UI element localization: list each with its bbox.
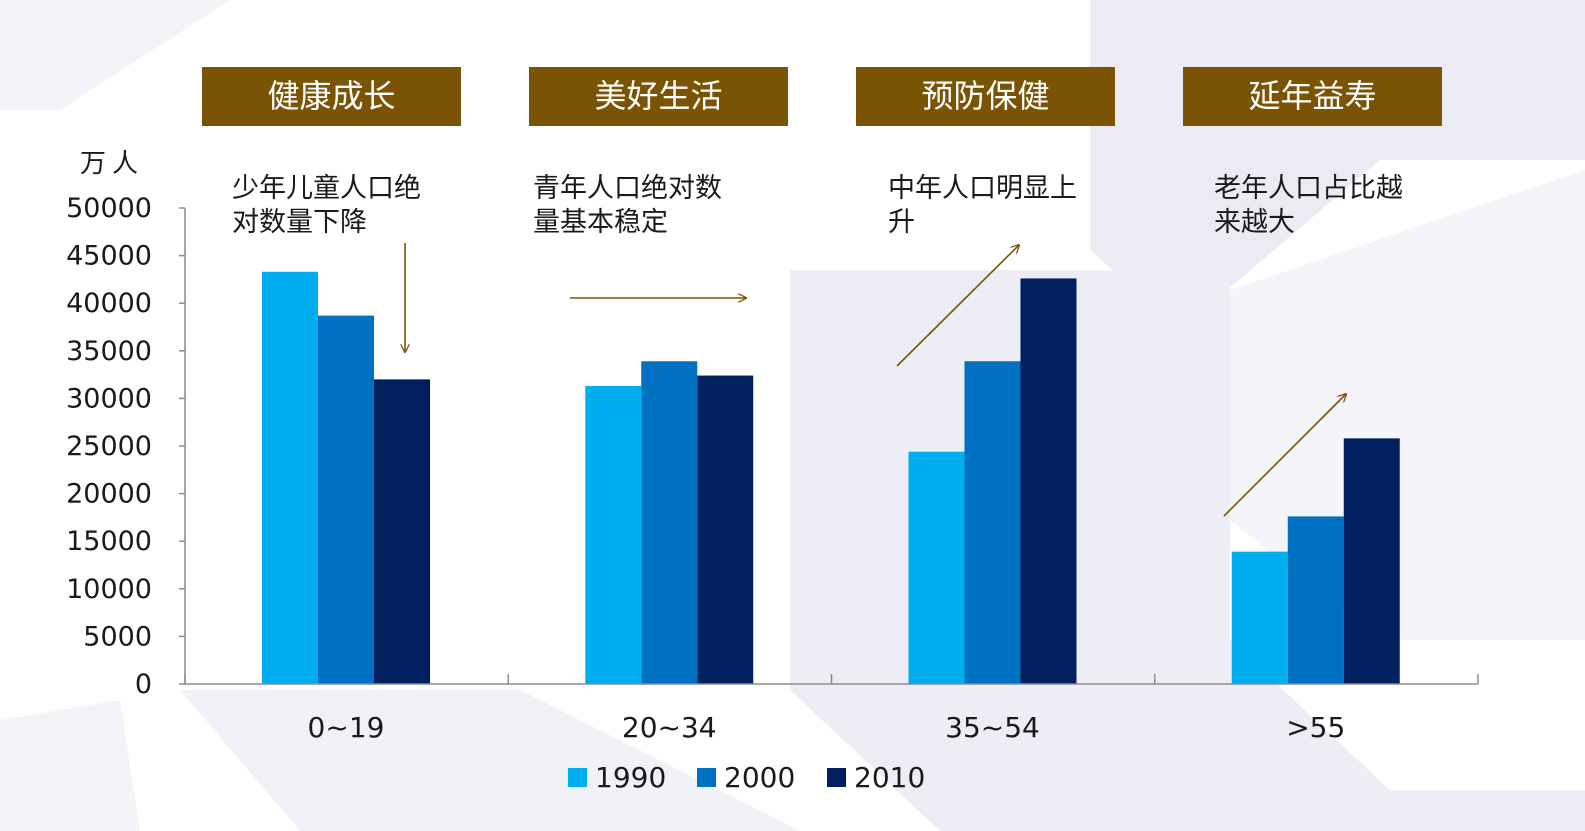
- y-tick-label: 30000: [66, 383, 152, 414]
- bar-1990-4: [1231, 551, 1288, 684]
- annotation-middle-age-line-1: 中年人口明显上: [888, 173, 1077, 204]
- bar-2000-4: [1287, 516, 1344, 684]
- annotation-young-adult-line-1: 青年人口绝对数: [533, 173, 722, 204]
- annotation-middle-age-line-2: 升: [888, 207, 915, 238]
- y-axis-ticks: 0 5000 10000 15000 20000 25000 30000 35000 40000…: [66, 193, 152, 700]
- legend-label-1990: 1990: [595, 761, 666, 794]
- bar-1990-3: [908, 451, 965, 684]
- annotation-youth-line-2: 对数量下降: [232, 207, 367, 238]
- bar-2010-1: [374, 379, 430, 684]
- annotation-middle-age: 中年人口明显上 升: [888, 172, 1077, 240]
- banner-healthy-growth: 健康成长: [202, 67, 461, 126]
- y-tick-label: 35000: [66, 336, 152, 367]
- y-tick-label: 0: [135, 669, 152, 700]
- bars: [262, 271, 1400, 684]
- legend-swatch-2000: [697, 768, 716, 787]
- y-tick-label: 5000: [83, 621, 152, 652]
- bar-2010-3: [1020, 278, 1077, 684]
- annotation-youth: 少年儿童人口绝 对数量下降: [232, 172, 421, 240]
- x-category-label: 0~19: [308, 711, 385, 744]
- bar-2000-3: [964, 361, 1021, 684]
- bar-2010-4: [1343, 438, 1400, 684]
- annotation-young-adult-line-2: 量基本稳定: [533, 207, 668, 238]
- trend-arrows: [405, 243, 1346, 517]
- y-axis-unit-label: 万人: [80, 149, 145, 179]
- x-category-label: >55: [1286, 711, 1345, 744]
- y-tick-label: 10000: [66, 574, 152, 605]
- annotation-elderly: 老年人口占比越 来越大: [1214, 172, 1403, 240]
- y-tick-label: 50000: [66, 193, 152, 224]
- bar-2000-1: [318, 315, 374, 684]
- arrow-up-middle-age: [896, 245, 1019, 367]
- annotation-youth-line-1: 少年儿童人口绝: [232, 173, 421, 204]
- banner-longevity: 延年益寿: [1183, 67, 1442, 126]
- bar-1990-2: [585, 386, 642, 684]
- x-category-label: 35~54: [945, 711, 1040, 744]
- y-tick-label: 25000: [66, 431, 152, 462]
- bar-2000-2: [641, 361, 698, 684]
- y-tick-label: 40000: [66, 288, 152, 319]
- legend-swatch-2010: [827, 768, 846, 787]
- legend-label-2000: 2000: [724, 761, 795, 794]
- banner-preventive-care: 预防保健: [856, 67, 1115, 126]
- y-tick-label: 15000: [66, 526, 152, 557]
- arrow-up-elderly: [1223, 394, 1346, 517]
- annotation-elderly-line-1: 老年人口占比越: [1214, 173, 1403, 204]
- legend: 1990 2000 2010: [568, 761, 925, 794]
- banner-good-life: 美好生活: [529, 67, 788, 126]
- y-tick-label: 45000: [66, 241, 152, 272]
- annotation-young-adult: 青年人口绝对数 量基本稳定: [533, 172, 722, 240]
- bar-2010-2: [697, 375, 754, 684]
- legend-label-2010: 2010: [854, 761, 925, 794]
- annotation-elderly-line-2: 来越大: [1214, 207, 1295, 238]
- bar-1990-1: [262, 271, 318, 684]
- y-tick-label: 20000: [66, 479, 152, 510]
- axes: [179, 207, 1479, 685]
- x-axis-labels: 0~19 20~34 35~54 >55: [308, 711, 1346, 744]
- x-category-label: 20~34: [622, 711, 717, 744]
- legend-swatch-1990: [568, 768, 587, 787]
